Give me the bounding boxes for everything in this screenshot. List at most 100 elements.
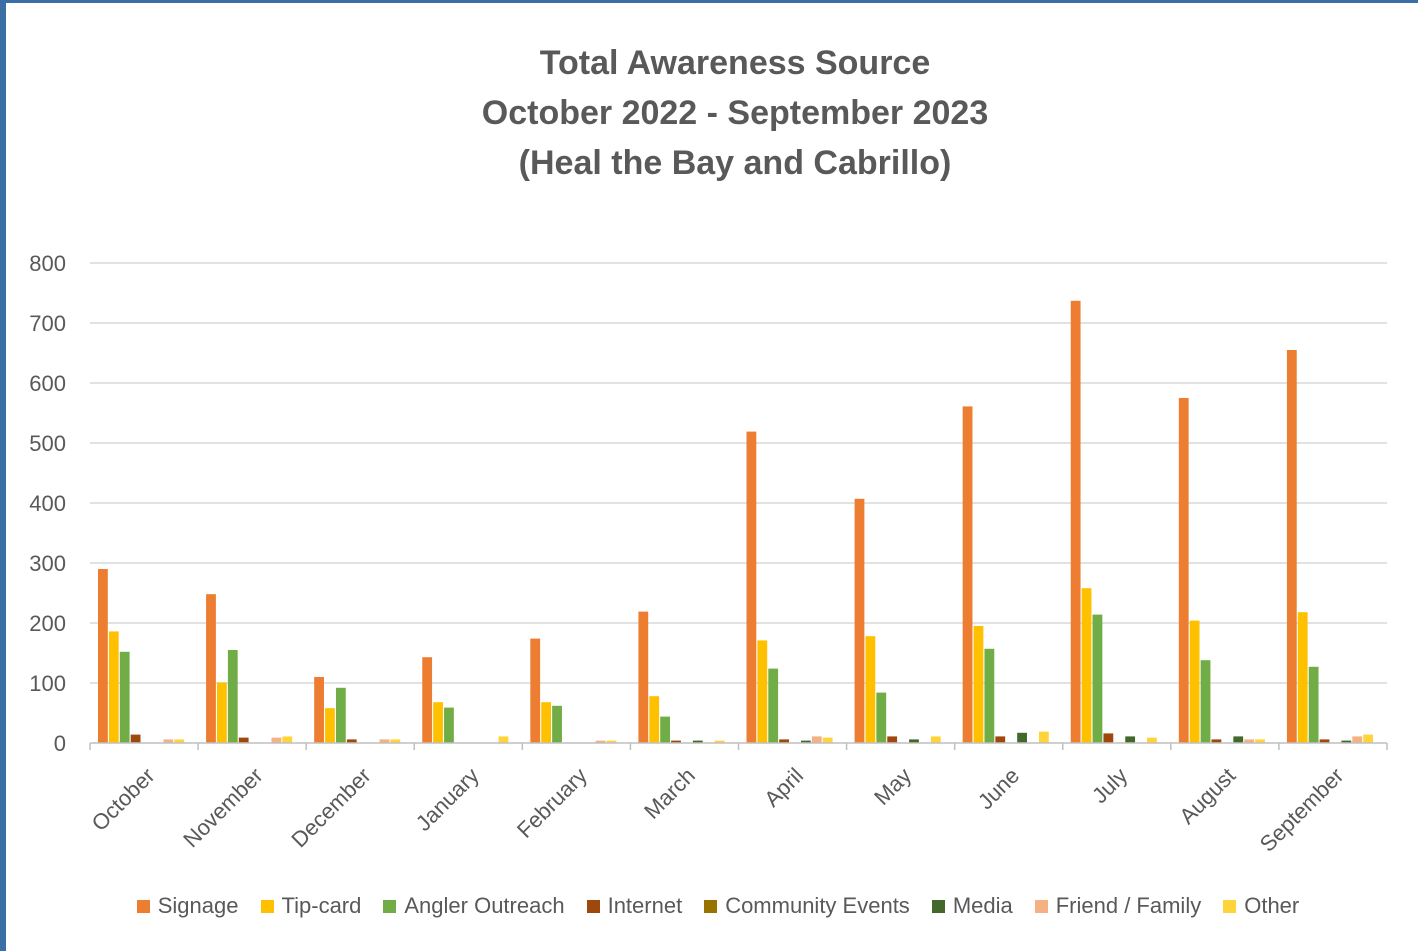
y-axis-tick-labels: 0 100 200 300 400 500 600 700 800	[29, 251, 66, 756]
legend-swatch	[931, 899, 945, 913]
bar	[108, 631, 119, 743]
bar	[692, 740, 703, 743]
bar	[1081, 588, 1092, 743]
bar	[649, 696, 660, 743]
x-tick-label: March	[639, 763, 700, 824]
bar	[1244, 739, 1255, 743]
bar	[282, 736, 293, 743]
legend-label: Angler Outreach	[404, 893, 565, 918]
bar	[422, 657, 433, 743]
x-axis-tick-labels: October November December January February Ma…	[87, 763, 1349, 857]
x-tick-label: May	[869, 763, 916, 810]
legend-label: Community Events	[725, 893, 910, 918]
bar	[595, 740, 606, 743]
legend: Signage Tip-card Angler Outreach Internet Co…	[0, 893, 1418, 919]
y-tick-label: 0	[54, 731, 66, 756]
x-tick-label: September	[1255, 763, 1349, 857]
bar	[984, 648, 995, 743]
bar	[1147, 737, 1157, 743]
x-axis	[89, 742, 1388, 750]
y-tick-label: 100	[29, 671, 66, 696]
legend-label: Signage	[157, 893, 239, 918]
legend-swatch	[586, 899, 600, 913]
y-tick-label: 300	[29, 551, 66, 576]
bar	[541, 702, 552, 743]
bar	[1233, 736, 1244, 743]
bar	[876, 692, 887, 743]
legend-item: Tip-card	[260, 893, 361, 919]
bar	[433, 702, 443, 743]
bar	[746, 431, 757, 743]
bar	[206, 594, 216, 743]
legend-item: Friend / Family	[1034, 893, 1202, 919]
x-tick-label: April	[759, 763, 808, 812]
bar	[757, 640, 768, 743]
chart-title-line-1: Total Awareness Source	[539, 44, 931, 82]
bar	[98, 569, 108, 743]
y-tick-label: 700	[29, 311, 66, 336]
bar	[865, 636, 876, 743]
bar	[930, 736, 941, 743]
bar	[995, 736, 1006, 743]
bar	[801, 740, 811, 743]
bar	[854, 498, 865, 743]
chart-title-line-2: October 2022 - September 2023	[481, 94, 989, 132]
bar	[314, 677, 324, 743]
bar	[444, 707, 454, 743]
bar	[671, 740, 681, 743]
legend-item: Community Events	[704, 893, 910, 919]
y-tick-label: 600	[29, 371, 66, 396]
bar	[227, 650, 238, 743]
legend-label: Friend / Family	[1055, 893, 1202, 918]
bar	[1352, 736, 1363, 743]
bar	[660, 716, 671, 743]
bar	[119, 651, 130, 743]
legend-swatch	[260, 899, 274, 913]
x-tick-label: June	[973, 763, 1024, 814]
bar	[973, 626, 984, 743]
chart-title-line-3: (Heal the Bay and Cabrillo)	[518, 144, 952, 182]
legend-item: Angler Outreach	[383, 893, 565, 919]
y-tick-label: 400	[29, 491, 66, 516]
bar	[379, 739, 390, 743]
bar	[163, 739, 174, 743]
legend-item: Media	[931, 893, 1013, 919]
x-tick-label: October	[87, 763, 160, 836]
x-tick-label: November	[178, 763, 267, 852]
bar	[1363, 734, 1374, 743]
bar	[1297, 612, 1308, 743]
bar	[1178, 398, 1189, 743]
bar	[1308, 666, 1319, 743]
bar	[1341, 740, 1352, 743]
legend-swatch	[1223, 899, 1237, 913]
bar	[1092, 614, 1103, 743]
bar	[1211, 739, 1222, 743]
bar	[1103, 733, 1114, 743]
x-tick-label: February	[512, 763, 592, 843]
bar	[768, 668, 779, 743]
bar	[962, 406, 973, 743]
legend-swatch	[704, 899, 718, 913]
bar	[1286, 350, 1297, 743]
y-tick-label: 800	[29, 251, 66, 276]
legend-label: Media	[952, 893, 1013, 918]
y-tick-label: 500	[29, 431, 66, 456]
bar	[1189, 620, 1200, 743]
x-tick-label: December	[286, 763, 375, 852]
bar	[1319, 739, 1330, 743]
x-tick-label: January	[411, 763, 484, 836]
bar	[811, 736, 822, 743]
legend-label: Other	[1244, 893, 1300, 918]
bar	[638, 611, 649, 743]
bar	[1017, 732, 1027, 743]
bar	[1070, 300, 1081, 743]
bar	[552, 705, 562, 743]
chart-title: Total Awareness Source October 2022 - Se…	[0, 38, 1418, 188]
legend-item: Signage	[136, 893, 239, 919]
bar	[606, 740, 617, 743]
bar	[822, 737, 833, 743]
bar	[909, 739, 919, 743]
legend-item: Internet	[586, 893, 682, 919]
bar	[1125, 736, 1136, 743]
